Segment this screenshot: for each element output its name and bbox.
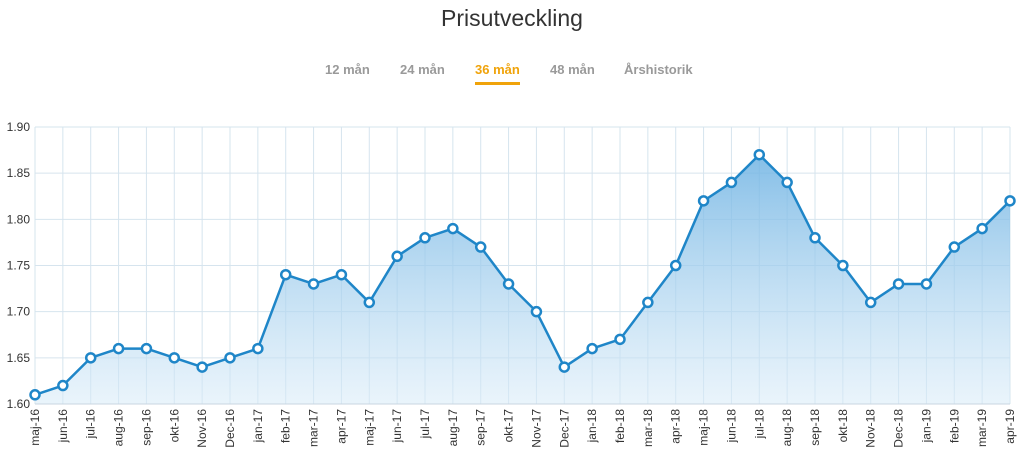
data-point-jun-18[interactable] [725,176,738,189]
x-tick-label: jun-17 [390,409,404,444]
tab-arshistorik[interactable]: Årshistorik [624,62,693,77]
x-tick-label: jul-18 [752,409,766,440]
tab-24-man[interactable]: 24 mån [400,62,445,77]
area-fill [35,154,1010,404]
x-tick-label: jan-18 [585,409,599,444]
x-tick-label: Nov-16 [195,409,209,448]
x-tick-label: apr-18 [669,409,683,444]
data-point-jan-17[interactable] [252,342,264,355]
data-point-nov-16[interactable] [196,361,208,373]
data-point-mar-18[interactable] [642,296,654,309]
data-point-jul-16[interactable] [84,352,97,364]
x-tick-label: Dec-16 [223,409,237,448]
x-tick-label: okt-18 [836,409,850,443]
data-point-maj-18[interactable] [697,195,710,207]
x-tick-label: jun-18 [724,409,738,444]
x-tick-label: feb-19 [947,409,961,443]
x-tick-label: sep-18 [808,409,822,446]
x-tick-label: mar-18 [641,409,655,447]
series-area [35,154,1010,404]
y-tick-label: 1.90 [7,120,31,134]
data-point-sep-16[interactable] [140,342,153,355]
data-point-aug-16[interactable] [112,342,125,355]
x-tick-label: Dec-18 [892,409,906,448]
data-point-nov-18[interactable] [864,296,877,309]
chart-title: Prisutveckling [441,5,583,31]
x-tick-label: okt-16 [167,409,181,443]
y-axis: 1.60 1.65 1.70 1.75 1.80 1.85 1.90 [7,120,31,411]
x-tick-label: jan-17 [251,409,265,444]
data-point-sep-18[interactable] [809,232,821,244]
data-point-feb-17[interactable] [279,268,292,281]
x-tick-label: maj-16 [28,409,42,446]
data-point-feb-18[interactable] [614,333,626,346]
range-tabs: 12 mån 24 mån 36 mån 48 mån Årshistorik [0,62,1024,86]
data-point-apr-17[interactable] [335,268,348,281]
x-tick-label: okt-17 [502,409,516,443]
data-point-dec-18[interactable] [892,278,905,290]
tab-12-man[interactable]: 12 mån [325,62,370,77]
data-point-okt-18[interactable] [837,259,849,272]
data-point-apr-19[interactable] [1004,195,1016,207]
data-point-apr-18[interactable] [669,259,682,272]
x-tick-label: sep-17 [474,409,488,446]
x-tick-label: feb-17 [279,409,293,443]
y-tick-label: 1.80 [7,212,31,226]
y-tick-label: 1.70 [7,305,31,319]
x-tick-label: jun-16 [56,409,70,444]
y-tick-label: 1.85 [7,166,31,180]
x-tick-label: Nov-18 [864,409,878,448]
y-tick-label: 1.75 [7,259,31,273]
x-tick-label: aug-18 [780,409,794,447]
data-point-jul-17[interactable] [419,232,431,244]
data-point-maj-17[interactable] [363,296,376,309]
x-tick-label: maj-17 [362,409,376,446]
y-tick-label: 1.60 [7,397,31,411]
data-point-nov-17[interactable] [530,305,543,318]
data-point-dec-17[interactable] [558,361,571,373]
data-point-feb-19[interactable] [948,241,961,253]
x-tick-label: jan-19 [919,409,933,444]
x-tick-label: Dec-17 [557,409,571,448]
data-point-aug-18[interactable] [781,176,793,189]
x-tick-label: mar-17 [307,409,321,447]
x-tick-label: mar-19 [975,409,989,447]
x-tick-label: feb-18 [613,409,627,443]
x-axis: maj-16 jun-16 jul-16 aug-16 sep-16 okt-16 Nov-… [28,403,1017,448]
data-point-jan-19[interactable] [920,278,933,290]
x-tick-label: aug-16 [112,409,126,447]
data-point-dec-16[interactable] [224,352,236,364]
data-point-sep-17[interactable] [474,241,487,253]
data-point-jun-16[interactable] [57,379,69,392]
data-point-jun-17[interactable] [391,250,403,263]
x-tick-label: apr-17 [334,409,348,444]
data-point-jul-18[interactable] [753,148,766,161]
data-point-okt-17[interactable] [502,278,515,290]
data-point-maj-16[interactable] [29,389,41,401]
x-tick-label: Nov-17 [529,409,543,448]
x-tick-label: maj-18 [697,409,711,446]
data-point-aug-17[interactable] [447,222,459,235]
y-tick-label: 1.65 [7,351,31,365]
x-tick-label: apr-19 [1003,409,1017,444]
data-point-mar-17[interactable] [307,278,320,290]
data-points [29,148,1016,401]
data-point-mar-19[interactable] [976,222,988,235]
tab-48-man[interactable]: 48 mån [550,62,595,77]
x-tick-label: jul-17 [418,409,432,440]
x-tick-label: sep-16 [139,409,153,446]
data-point-jan-18[interactable] [586,342,598,355]
x-tick-label: aug-17 [446,409,460,447]
x-tick-label: jul-16 [84,409,98,440]
tab-36-man[interactable]: 36 mån [475,62,520,85]
data-point-okt-16[interactable] [168,352,181,364]
